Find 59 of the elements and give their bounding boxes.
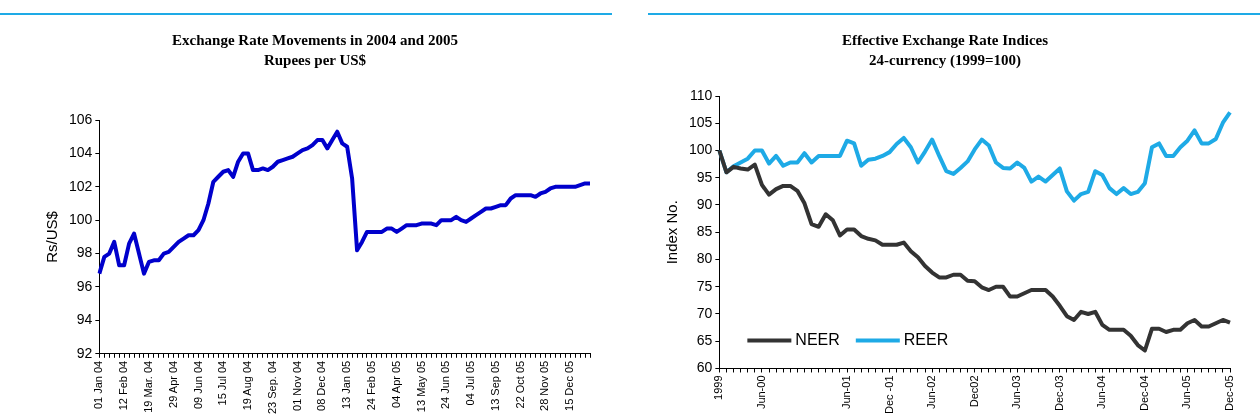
x-tick-label: 01 Nov 04	[290, 360, 303, 411]
x-tick-label: 19 Aug 04	[241, 360, 254, 411]
x-tick-label: 24 Feb 05	[364, 360, 377, 411]
x-tick-label: 12 Feb 04	[117, 360, 130, 411]
y-axis-title: Index No.	[663, 200, 681, 265]
y-tick-label: 110	[690, 86, 713, 103]
chart-subtitle: 24-currency (1999=100)	[869, 51, 1021, 69]
x-tick-label: 23 Sep. 04	[265, 360, 278, 415]
x-tick-label: Dec-03	[1052, 375, 1065, 411]
y-tick-label: 60	[696, 359, 713, 376]
y-tick-label: 70	[696, 304, 713, 321]
y-tick-label: 85	[696, 223, 713, 240]
x-tick-label: Jun-00	[754, 375, 767, 410]
x-tick-label: Dec-04	[1137, 375, 1150, 411]
x-tick-label: 29 Apr 04	[166, 360, 179, 408]
x-tick-label: 22 Oct 05	[513, 360, 526, 409]
y-axis-title: Rs/US$	[43, 210, 61, 263]
y-tick-label: 102	[69, 177, 93, 194]
x-tick-label: 15 Dec 05	[563, 360, 576, 411]
y-tick-label: 100	[689, 141, 713, 158]
x-tick-label: 15 Jul 04	[216, 360, 229, 406]
x-tick-label: 1999	[712, 375, 725, 400]
x-tick-label: 01 Jan 04	[92, 360, 105, 410]
x-tick-label: 13 Jan 05	[340, 360, 353, 410]
chart-title: Exchange Rate Movements in 2004 and 2005	[172, 31, 458, 48]
x-tick-label: Jun-02	[925, 375, 938, 410]
y-tick-label: 96	[76, 277, 93, 294]
x-tick-label: Dec-05	[1223, 375, 1236, 411]
chart-subtitle: Rupees per US$	[263, 51, 367, 68]
legend-label: NEER	[795, 330, 840, 348]
y-tick-label: 94	[76, 311, 93, 328]
x-tick-label: 13 Sep 05	[488, 360, 501, 411]
y-tick-label: 104	[69, 144, 93, 161]
y-tick-label: 65	[696, 332, 713, 349]
x-tick-label: 04 Apr 05	[389, 360, 402, 408]
y-tick-label: 95	[696, 168, 713, 185]
x-tick-label: 24 Jun 05	[439, 360, 452, 410]
y-tick-label: 90	[696, 195, 713, 212]
y-tick-label: 98	[76, 244, 93, 261]
x-tick-label: 19 Mar. 04	[141, 360, 154, 413]
x-tick-label: 28 Nov 05	[538, 360, 551, 411]
x-tick-label: 04 Jul 05	[464, 360, 477, 406]
x-tick-label: Jun-05	[1180, 375, 1193, 410]
y-tick-label: 106	[69, 110, 93, 127]
legend-label: REER	[903, 330, 949, 348]
x-tick-label: 13 May 05	[414, 360, 427, 413]
y-tick-label: 80	[696, 250, 713, 267]
x-tick-label: 09 Jun 04	[191, 360, 204, 410]
y-tick-label: 105	[689, 114, 713, 131]
x-tick-label: Jun-04	[1095, 375, 1108, 410]
y-tick-label: 75	[696, 277, 713, 294]
chart-title: Effective Exchange Rate Indices	[841, 31, 1049, 48]
y-tick-label: 92	[76, 344, 93, 361]
x-tick-label: Dec -01	[882, 375, 895, 415]
x-tick-label: Dec02	[967, 375, 980, 408]
x-tick-label: 08 Dec 04	[315, 360, 328, 411]
x-tick-label: Jun-01	[840, 375, 853, 410]
y-tick-label: 100	[69, 211, 93, 228]
x-tick-label: Jun-03	[1010, 375, 1023, 410]
